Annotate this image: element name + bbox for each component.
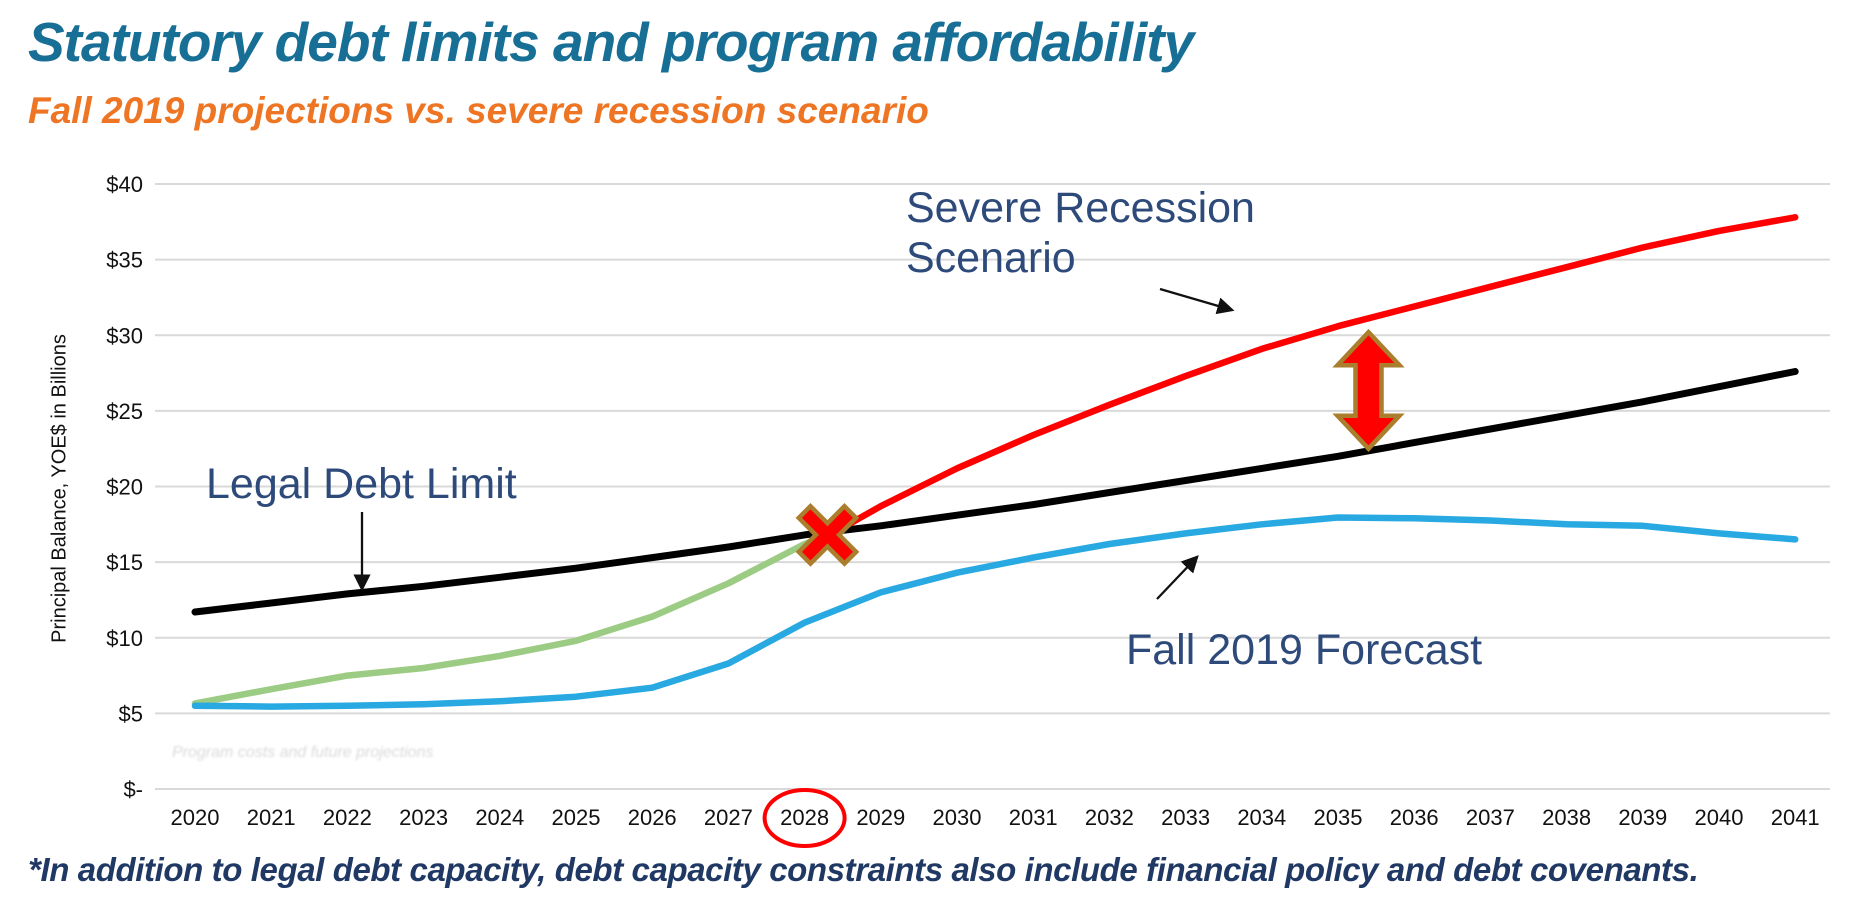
y-tick-label: $25 — [106, 399, 143, 424]
x-tick-label: 2039 — [1618, 805, 1667, 830]
x-tick-label: 2041 — [1771, 805, 1820, 830]
x-tick-label: 2030 — [933, 805, 982, 830]
x-tick-label: 2022 — [323, 805, 372, 830]
x-tick-label: 2020 — [171, 805, 220, 830]
fall-2019-forecast-arrow — [1156, 555, 1199, 600]
y-tick-label: $30 — [106, 323, 143, 348]
y-tick-label: $15 — [106, 550, 143, 575]
y-tick-label: $10 — [106, 626, 143, 651]
x-tick-label: 2024 — [475, 805, 524, 830]
x-tick-label: 2025 — [552, 805, 601, 830]
page-title: Statutory debt limits and program afford… — [28, 11, 1194, 73]
x-tick-label: 2023 — [399, 805, 448, 830]
fall-2019-forecast-label: Fall 2019 Forecast — [1126, 626, 1483, 674]
x-tick-label: 2036 — [1390, 805, 1439, 830]
x-tick-label: 2033 — [1161, 805, 1210, 830]
severe-recession-label: Severe Recession Scenario — [906, 184, 1255, 282]
x-tick-label: 2029 — [856, 805, 905, 830]
series-line-fall-2019-forecast — [191, 514, 1799, 710]
legal-debt-limit-label: Legal Debt Limit — [206, 460, 517, 508]
y-tick-label: $5 — [119, 701, 143, 726]
y-tick-label: $35 — [106, 248, 143, 273]
series-line-legal-debt-limit — [191, 368, 1799, 616]
y-axis-title: Principal Balance, YOE$ in Billions — [48, 334, 71, 643]
x-tick-label: 2021 — [247, 805, 296, 830]
x-tick-label: 2034 — [1237, 805, 1286, 830]
x-tick-label: 2027 — [704, 805, 753, 830]
y-tick-label: $20 — [106, 475, 143, 500]
faint-watermark: Program costs and future projections — [172, 744, 434, 761]
severe-recession-arrow — [1159, 287, 1235, 315]
y-tick-label: $- — [123, 777, 143, 802]
x-tick-label: 2035 — [1314, 805, 1363, 830]
x-tick-label: 2032 — [1085, 805, 1134, 830]
x-tick-label: 2038 — [1542, 805, 1591, 830]
x-tick-label: 2028 — [780, 805, 829, 830]
x-tick-label: 2037 — [1466, 805, 1515, 830]
crossing-x-marker — [801, 509, 853, 561]
page-subtitle: Fall 2019 projections vs. severe recessi… — [28, 90, 929, 131]
series-line-severe-recession-scenario — [828, 214, 1799, 538]
x-tick-label: 2040 — [1695, 805, 1744, 830]
circled-year-ellipse — [762, 788, 847, 848]
y-tick-label: $40 — [106, 172, 143, 197]
risk-gap-updown-arrow — [1332, 328, 1405, 452]
series-line-unlabeled-green-lead-in-2020-2028 — [191, 530, 835, 707]
x-tick-label: 2031 — [1009, 805, 1058, 830]
x-tick-label: 2026 — [628, 805, 677, 830]
footnote: *In addition to legal debt capacity, deb… — [28, 851, 1699, 888]
